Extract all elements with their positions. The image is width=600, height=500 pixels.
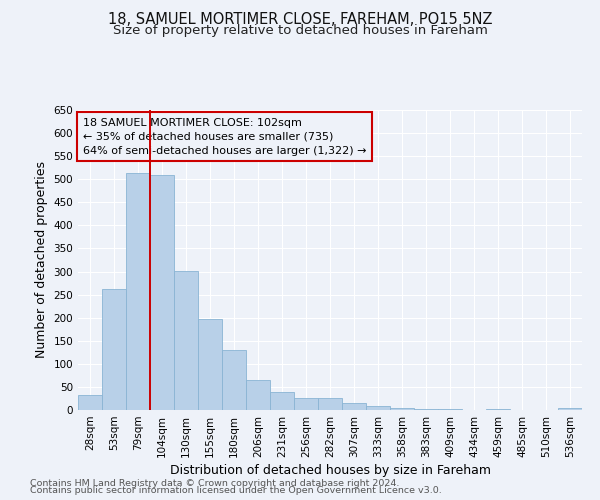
Text: Contains HM Land Registry data © Crown copyright and database right 2024.: Contains HM Land Registry data © Crown c… — [30, 478, 400, 488]
Bar — [246, 380, 270, 410]
Bar — [150, 174, 174, 410]
Bar — [102, 288, 126, 410]
Bar — [438, 408, 462, 410]
Bar — [486, 409, 510, 410]
Y-axis label: Number of detached properties: Number of detached properties — [35, 162, 48, 358]
Bar — [558, 408, 582, 410]
Text: Size of property relative to detached houses in Fareham: Size of property relative to detached ho… — [113, 24, 487, 37]
Bar — [390, 408, 414, 410]
Bar — [78, 395, 102, 410]
Bar — [222, 350, 246, 410]
Bar — [270, 392, 294, 410]
Bar — [174, 270, 198, 410]
Bar — [198, 319, 222, 410]
Bar — [294, 398, 318, 410]
Bar — [342, 402, 366, 410]
Bar — [126, 173, 150, 410]
Bar — [318, 398, 342, 410]
X-axis label: Distribution of detached houses by size in Fareham: Distribution of detached houses by size … — [170, 464, 491, 477]
Bar — [366, 406, 390, 410]
Text: 18 SAMUEL MORTIMER CLOSE: 102sqm
← 35% of detached houses are smaller (735)
64% : 18 SAMUEL MORTIMER CLOSE: 102sqm ← 35% o… — [83, 118, 367, 156]
Bar — [414, 408, 438, 410]
Text: 18, SAMUEL MORTIMER CLOSE, FAREHAM, PO15 5NZ: 18, SAMUEL MORTIMER CLOSE, FAREHAM, PO15… — [108, 12, 492, 28]
Text: Contains public sector information licensed under the Open Government Licence v3: Contains public sector information licen… — [30, 486, 442, 495]
